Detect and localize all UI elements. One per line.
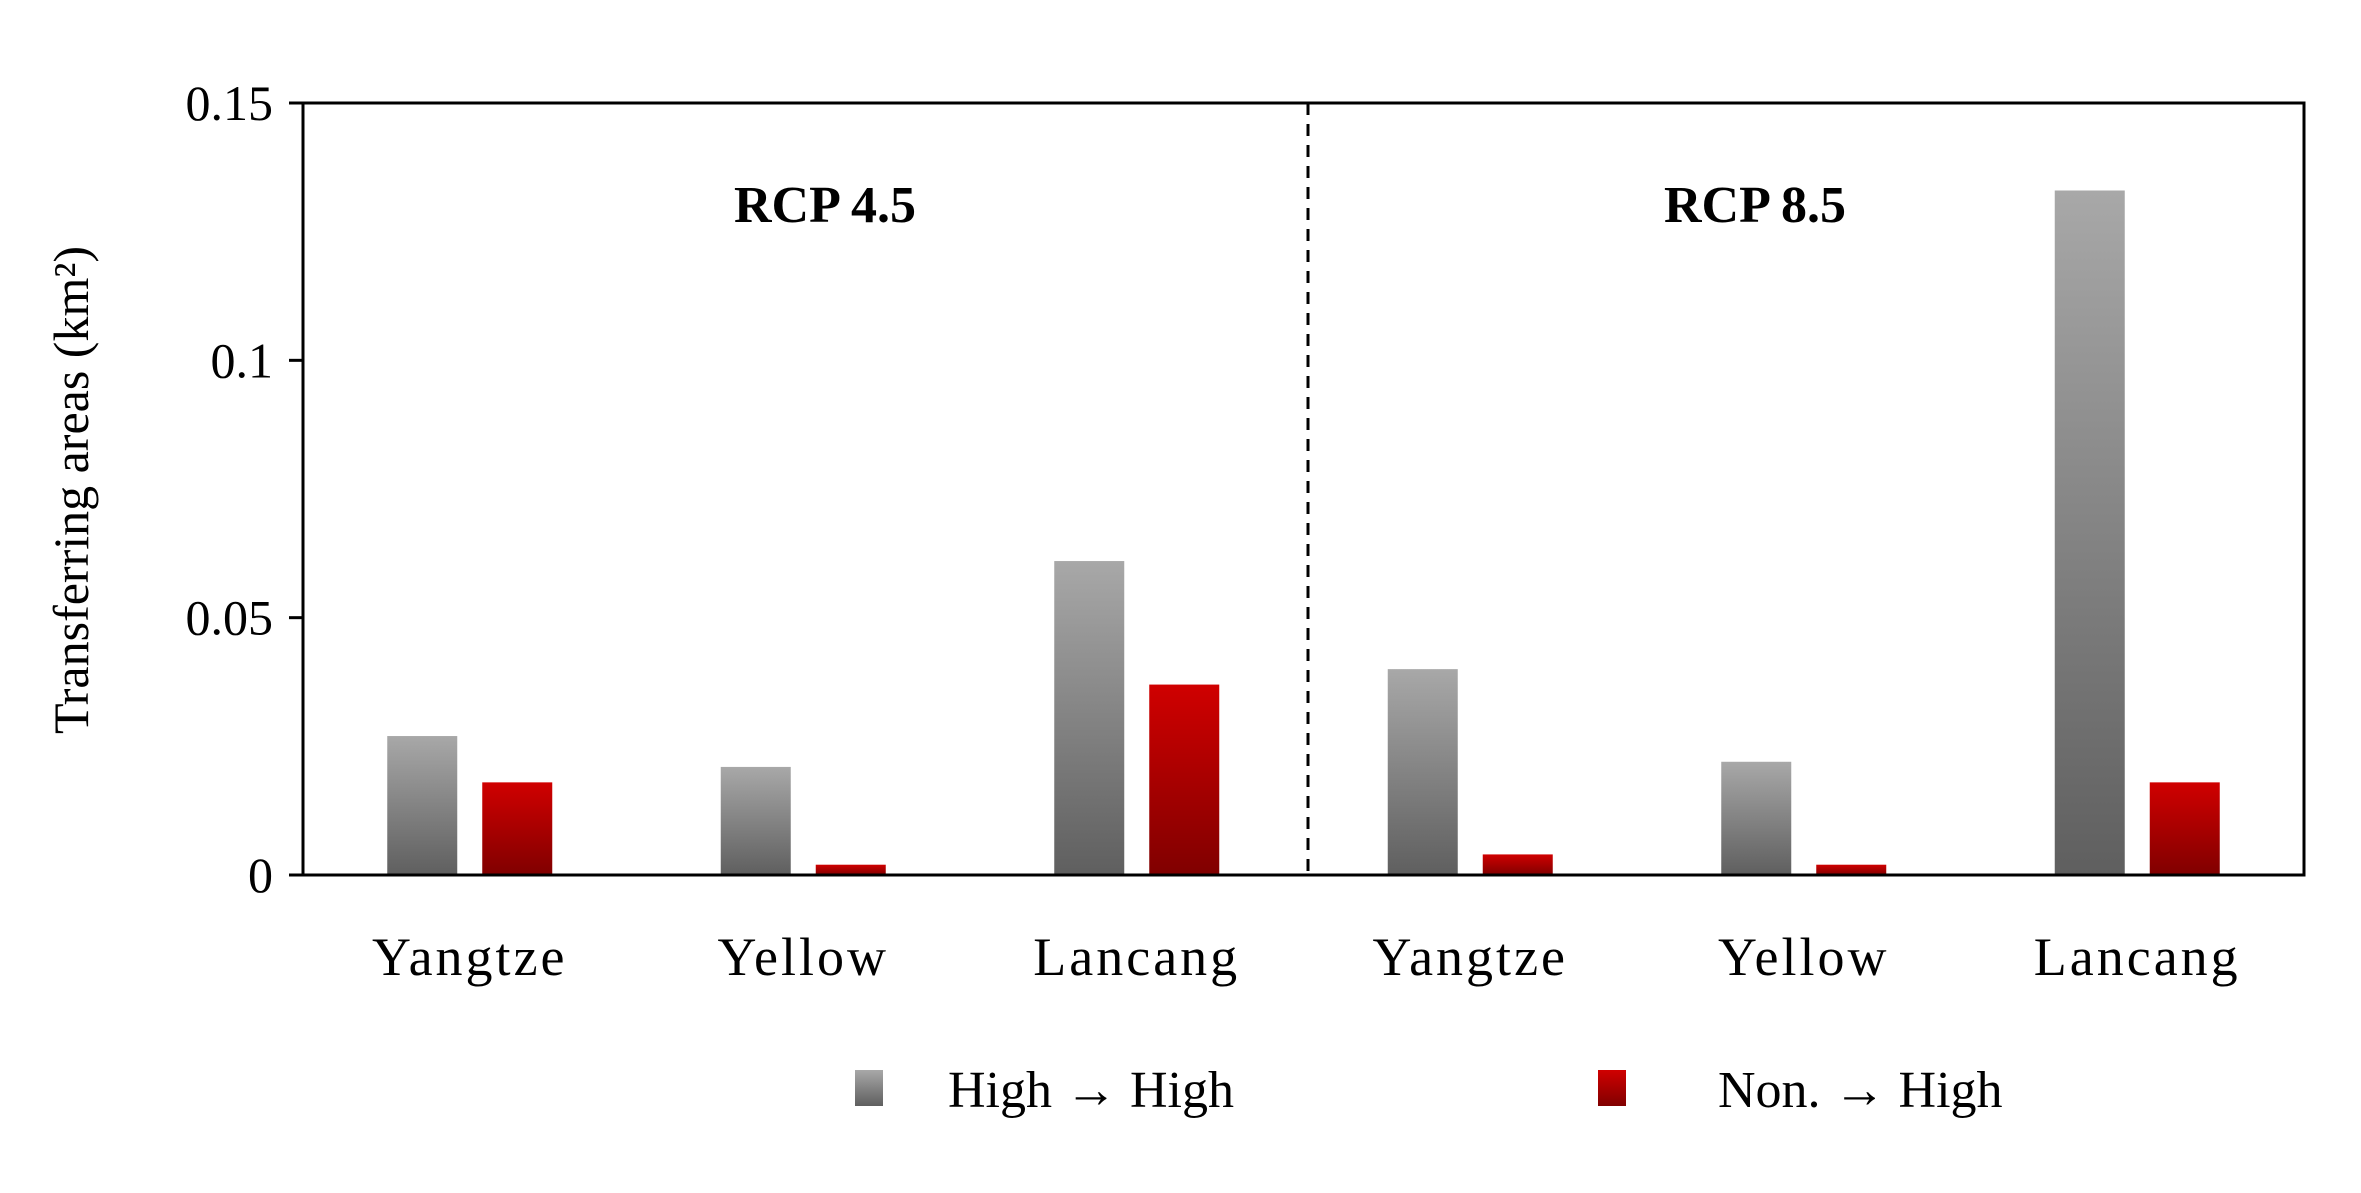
x-category-label: Yellow <box>717 927 889 987</box>
group-label-rcp85: RCP 8.5 <box>1664 177 1846 234</box>
y-tick-label: 0.1 <box>211 332 274 388</box>
bar-non-high <box>815 864 886 875</box>
bars-layer <box>387 190 2220 875</box>
y-tick-label: 0 <box>248 847 273 903</box>
y-tick-label: 0.05 <box>186 590 274 646</box>
y-axis-ticks: 0 0.05 0.1 0.15 <box>186 75 303 903</box>
bar-non-high <box>1816 864 1887 875</box>
y-axis-label: Transferring areas (km²) <box>43 246 99 734</box>
x-axis-labels: Yangtze Yellow Lancang Yangtze Yellow Lancang <box>372 927 2241 987</box>
x-category-label: Lancang <box>1033 927 1240 987</box>
legend-swatch-high-high <box>855 1070 883 1106</box>
bar-high-high <box>1387 669 1458 875</box>
bar-high-high <box>1054 561 1125 875</box>
group-label-rcp45: RCP 4.5 <box>734 177 916 234</box>
legend-swatch-non-high <box>1598 1070 1626 1106</box>
y-tick-label: 0.15 <box>186 75 274 131</box>
x-category-label: Lancang <box>2034 927 2241 987</box>
x-category-label: Yangtze <box>1373 927 1569 987</box>
x-category-label: Yangtze <box>372 927 568 987</box>
bar-high-high <box>720 766 791 875</box>
bar-non-high <box>1482 854 1553 875</box>
bar-high-high <box>1721 761 1792 875</box>
bar-high-high <box>387 736 458 875</box>
bar-non-high <box>1149 684 1220 875</box>
plot-area-frame <box>301 101 2306 877</box>
x-category-label: Yellow <box>1718 927 1890 987</box>
legend: High → High Non. → High <box>855 1062 2003 1119</box>
legend-label-non-high: Non. → High <box>1718 1062 2003 1119</box>
legend-label-high-high: High → High <box>948 1062 1234 1119</box>
bar-high-high <box>2054 190 2125 875</box>
bar-non-high <box>2149 782 2220 875</box>
bar-non-high <box>482 782 553 875</box>
